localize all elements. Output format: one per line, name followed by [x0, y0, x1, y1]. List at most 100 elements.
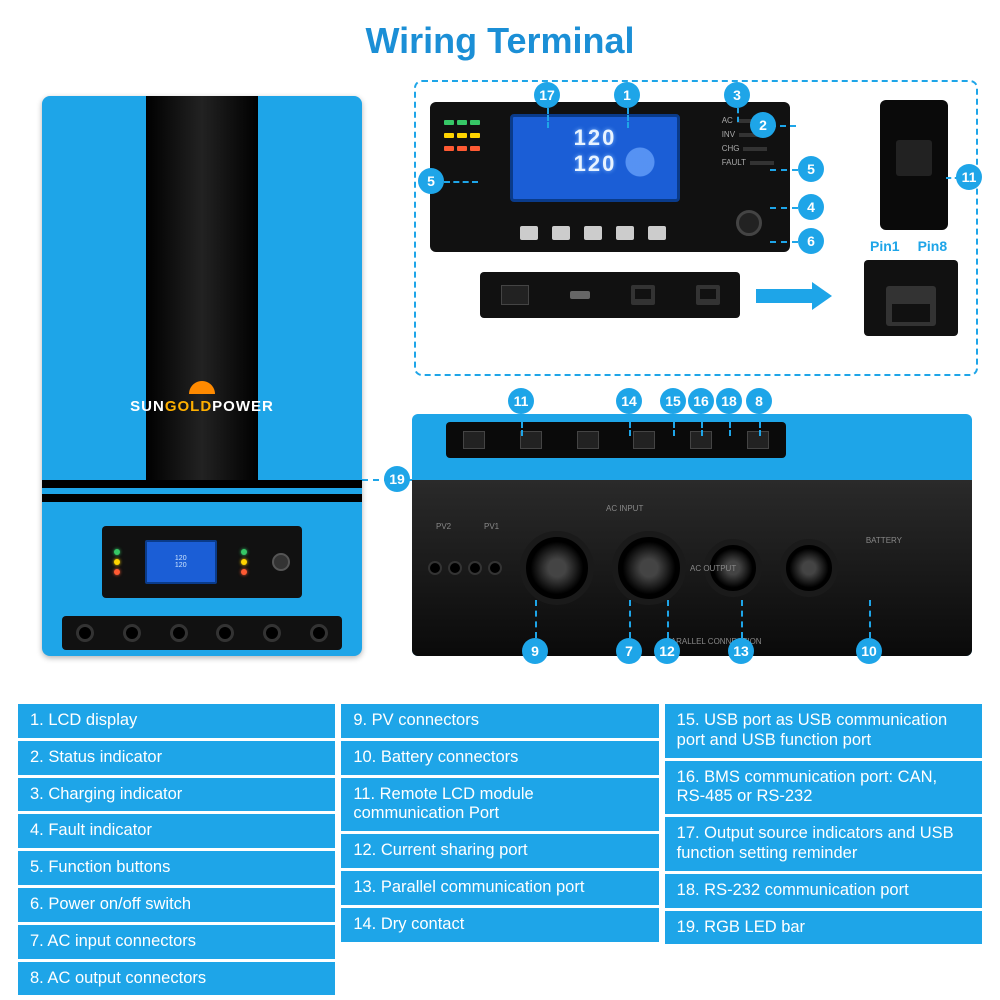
rj45-icon — [886, 286, 936, 326]
legend-item: 8. AC output connectors — [18, 962, 335, 996]
label-fault: FAULT — [722, 158, 774, 167]
legend-item: 5. Function buttons — [18, 851, 335, 885]
legend-item: 9. PV connectors — [341, 704, 658, 738]
legend-item: 3. Charging indicator — [18, 778, 335, 812]
legend-col-1: 1. LCD display2. Status indicator3. Char… — [18, 704, 335, 995]
pv-connectors — [428, 561, 502, 575]
lcd-screen: 120 120 — [510, 114, 680, 202]
legend-item: 13. Parallel communication port — [341, 871, 658, 905]
leader-line — [770, 241, 798, 243]
leader-line — [547, 108, 549, 128]
remote-lcd-module — [880, 100, 948, 230]
callout-17: 17 — [534, 82, 560, 108]
pv1-label: PV1 — [484, 522, 499, 531]
leader-line — [521, 414, 523, 436]
rj45-port-icon — [631, 285, 655, 305]
leader-line — [444, 181, 478, 183]
callout-11: 11 — [956, 164, 982, 190]
pin8-label: Pin8 — [918, 238, 948, 254]
leader-line — [759, 414, 761, 436]
legend-item: 2. Status indicator — [18, 741, 335, 775]
inverter-mini-panel: 120120 — [102, 526, 302, 598]
port-strip — [480, 272, 740, 318]
inverter-front-view: SUNGOLDPOWER 120120 — [42, 96, 362, 656]
usb-port-icon — [570, 291, 590, 299]
callout-13: 13 — [728, 638, 754, 664]
ac-output-label: AC OUTPUT — [690, 564, 736, 573]
lcd-panel-closeup: 120 120 AC INV CHG FAULT — [430, 102, 790, 252]
leader-line — [741, 600, 743, 638]
legend-item: 14. Dry contact — [341, 908, 658, 942]
leader-line — [629, 414, 631, 436]
indicator-leds — [241, 549, 247, 575]
rgb-led-bar — [42, 480, 362, 502]
callout-16: 16 — [688, 388, 714, 414]
inverter-center-strip — [146, 96, 258, 486]
leader-line — [535, 600, 537, 638]
callout-7: 7 — [616, 638, 642, 664]
legend-item: 16. BMS communication port: CAN, RS-485 … — [665, 761, 982, 815]
callout-12: 12 — [654, 638, 680, 664]
leader-line — [869, 600, 871, 638]
callout-4: 4 — [798, 194, 824, 220]
brand-gold: GOLD — [165, 398, 212, 415]
callout-5b: 5 — [798, 156, 824, 182]
leader-line — [667, 600, 669, 638]
page-title: Wiring Terminal — [0, 20, 1000, 62]
ac-input-label: AC INPUT — [606, 504, 643, 513]
callout-10: 10 — [856, 638, 882, 664]
leader-line — [673, 414, 675, 436]
callout-15: 15 — [660, 388, 686, 414]
callout-2: 2 — [750, 112, 776, 138]
callout-19: 19 — [384, 466, 410, 492]
brand-logo: SUNGOLDPOWER — [42, 376, 362, 415]
callout-8: 8 — [746, 388, 772, 414]
legend-item: 10. Battery connectors — [341, 741, 658, 775]
brand-post: POWER — [212, 398, 274, 415]
mini-lcd: 120120 — [145, 540, 217, 584]
power-knob-icon — [272, 553, 290, 571]
terminal-block-icon — [501, 285, 529, 305]
callout-1: 1 — [614, 82, 640, 108]
legend-item: 6. Power on/off switch — [18, 888, 335, 922]
legend-item: 17. Output source indicators and USB fun… — [665, 817, 982, 871]
legend-col-3: 15. USB port as USB communication port a… — [665, 704, 982, 995]
callout-18: 18 — [716, 388, 742, 414]
callout-3: 3 — [724, 82, 750, 108]
leader-line — [729, 414, 731, 436]
rj45-connector-closeup — [864, 260, 958, 336]
terminal-bottom-view: AC INPUT AC OUTPUT BATTERY PARALLEL CONN… — [412, 414, 972, 656]
leader-line — [770, 207, 798, 209]
sun-icon — [184, 376, 220, 394]
battery-connector-2-icon — [780, 539, 838, 597]
ac-output-connector-icon — [612, 531, 686, 605]
inverter-bottom-ports — [62, 616, 342, 650]
left-led-bars — [444, 120, 480, 151]
legend-col-2: 9. PV connectors10. Battery connectors11… — [341, 704, 658, 995]
callout-14: 14 — [616, 388, 642, 414]
brand-pre: SUN — [130, 398, 165, 415]
legend-item: 4. Fault indicator — [18, 814, 335, 848]
callout-6: 6 — [798, 228, 824, 254]
function-buttons — [520, 226, 666, 240]
ac-input-connector-icon — [520, 531, 594, 605]
legend-table: 1. LCD display2. Status indicator3. Char… — [18, 704, 982, 995]
battery-label: BATTERY — [866, 536, 902, 545]
legend-item: 19. RGB LED bar — [665, 911, 982, 945]
leader-line — [737, 108, 739, 122]
callout-9: 9 — [522, 638, 548, 664]
leader-line — [701, 414, 703, 436]
status-leds — [114, 549, 120, 575]
leader-line — [770, 169, 798, 171]
terminal-main-block: AC INPUT AC OUTPUT BATTERY PARALLEL CONN… — [412, 480, 972, 656]
pv2-label: PV2 — [436, 522, 451, 531]
arrow-icon — [756, 284, 836, 308]
leader-line — [627, 108, 629, 128]
label-chg: CHG — [722, 144, 774, 153]
legend-item: 11. Remote LCD module communication Port — [341, 778, 658, 832]
callout-5a: 5 — [418, 168, 444, 194]
pin-labels: Pin1 Pin8 — [870, 238, 947, 254]
leader-line — [629, 600, 631, 638]
legend-item: 7. AC input connectors — [18, 925, 335, 959]
power-switch-icon — [736, 210, 762, 236]
